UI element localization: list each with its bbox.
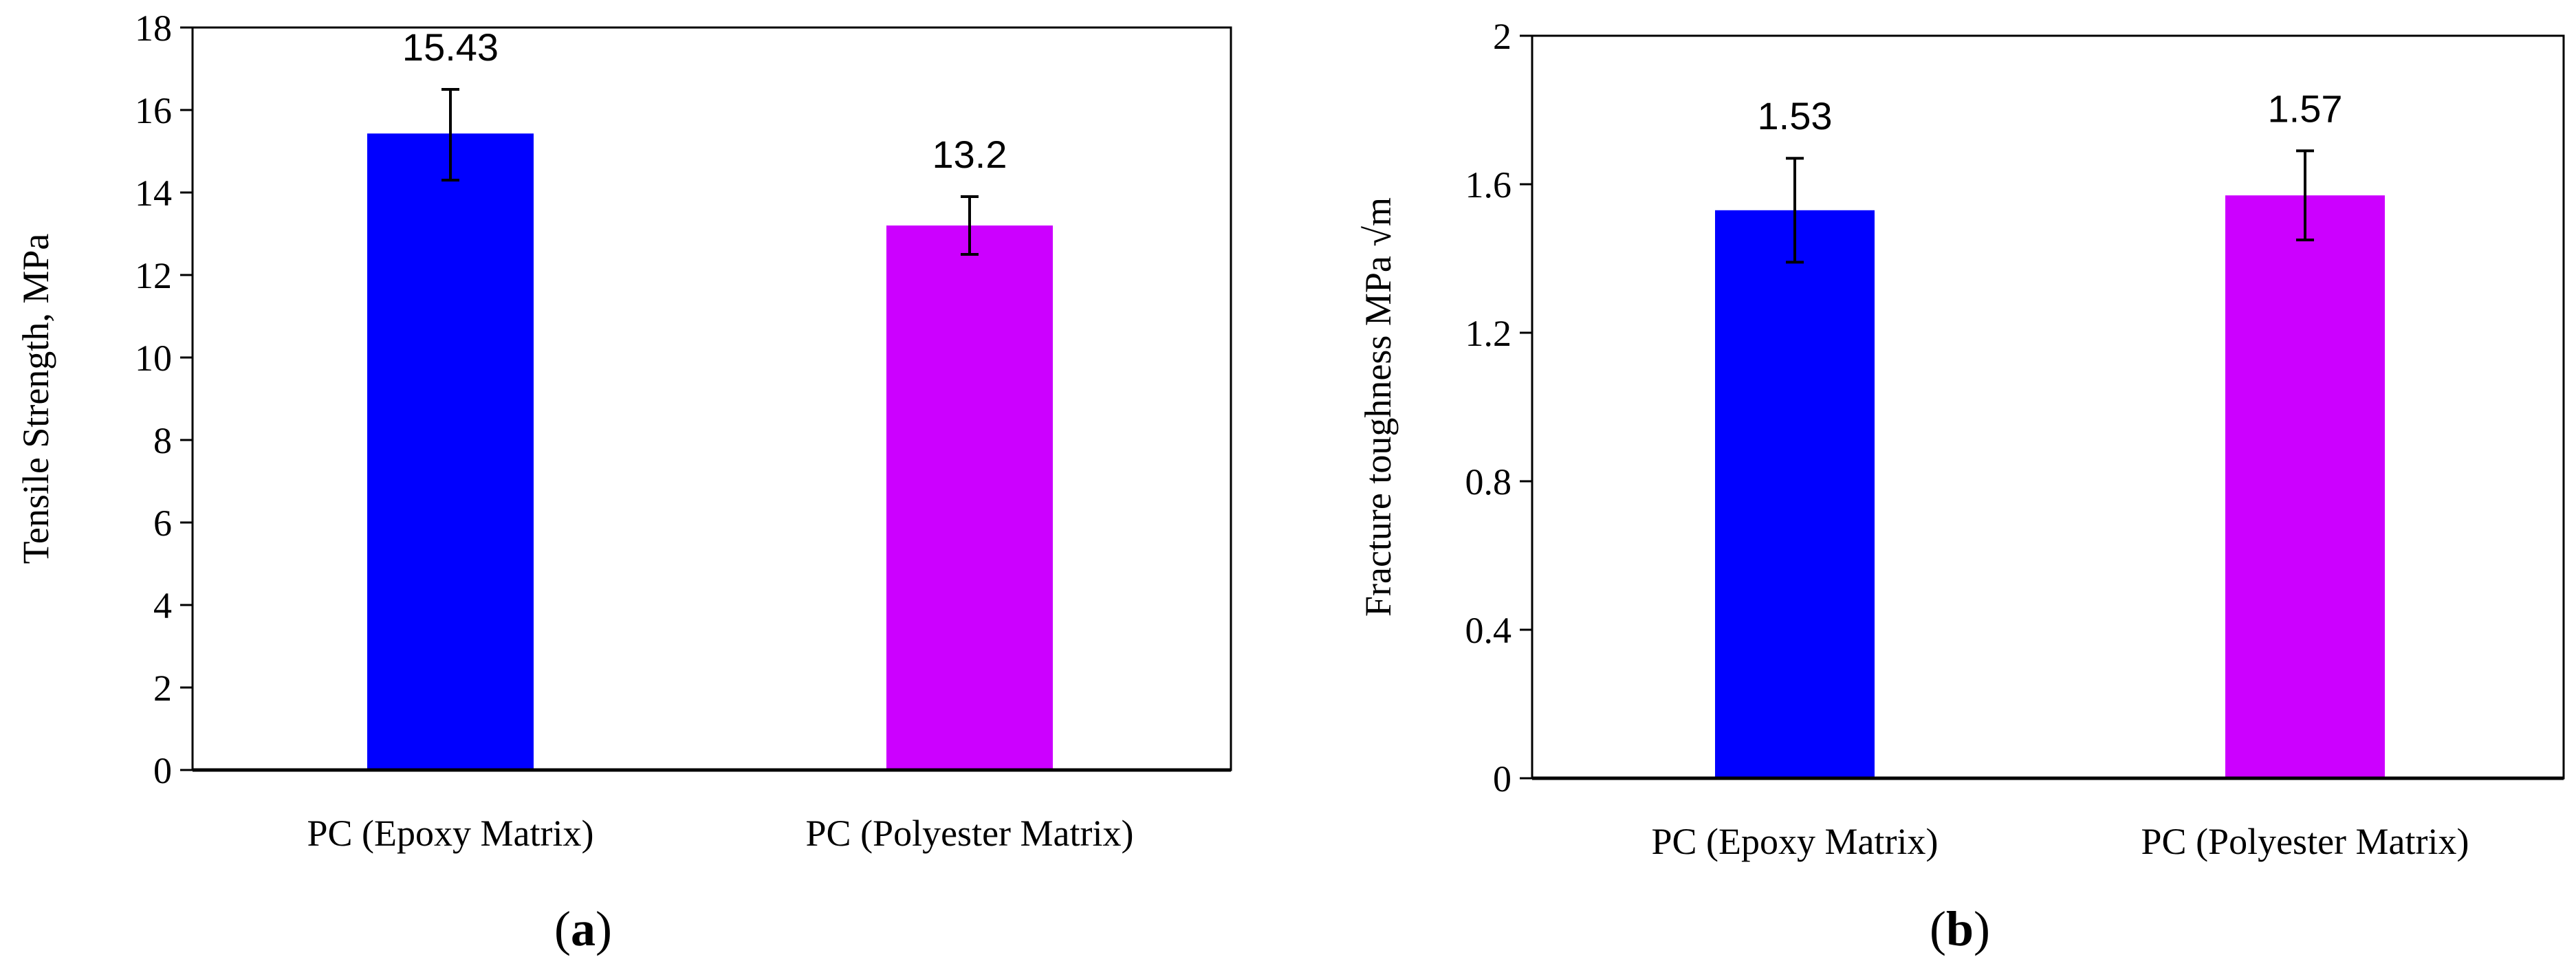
- bar-1: [367, 133, 534, 770]
- panel-caption-letter-a: a: [571, 901, 596, 956]
- panel-caption-b: (b): [1930, 901, 1990, 956]
- panel-a-tensile-strength-chart: 0 2 4 6 8 10 12 14 16 18 15.43 PC (Epoxy Matrix) 13…: [15, 8, 1232, 956]
- plot-area-frame-a: [191, 26, 1232, 771]
- y-tick-label: 6: [153, 503, 172, 544]
- y-tick-label: 18: [135, 8, 172, 49]
- x-category-label-2: PC (Polyester Matrix): [806, 813, 1134, 854]
- y-tick-label: 0.8: [1465, 461, 1512, 503]
- x-category-label-1: PC (Epoxy Matrix): [307, 813, 594, 854]
- y-tick-label: 0: [153, 750, 172, 791]
- bar-1: [1715, 210, 1875, 778]
- data-label-1: 15.43: [402, 25, 499, 69]
- bar-2: [2225, 195, 2385, 778]
- y-tick-label: 14: [135, 173, 172, 214]
- x-category-label-2: PC (Polyester Matrix): [2141, 821, 2469, 862]
- y-tick-label: 8: [153, 420, 172, 461]
- panel-b-fracture-toughness-chart: 0 0.4 0.8 1.2 1.6 2 1.53 PC (Epoxy Matrix) 1.57…: [1357, 16, 2565, 956]
- y-tick-label: 10: [135, 338, 172, 379]
- data-label-1: 1.53: [1758, 94, 1833, 138]
- y-tick-label: 12: [135, 255, 172, 296]
- y-tick-label: 1.6: [1465, 164, 1512, 206]
- y-tick-label: 16: [135, 90, 172, 131]
- y-tick-label: 0.4: [1465, 610, 1512, 651]
- y-tick-label: 1.2: [1465, 313, 1512, 354]
- y-tick-label: 4: [153, 585, 172, 626]
- y-tick-label: 0: [1493, 758, 1511, 800]
- y-axis-label-a: Tensile Strength, MPa: [15, 234, 56, 564]
- y-tick-label: 2: [153, 668, 172, 709]
- y-axis-label-b: Fracture toughness MPa √m: [1357, 197, 1399, 617]
- panel-caption-a: (a): [554, 901, 612, 956]
- panel-caption-letter-b: b: [1946, 901, 1974, 956]
- x-category-label-1: PC (Epoxy Matrix): [1652, 821, 1939, 862]
- bar-2: [886, 226, 1053, 770]
- data-label-2: 13.2: [932, 133, 1007, 176]
- y-tick-label: 2: [1493, 16, 1511, 57]
- data-label-2: 1.57: [2268, 87, 2343, 130]
- plot-area-frame-b: [1531, 34, 2565, 780]
